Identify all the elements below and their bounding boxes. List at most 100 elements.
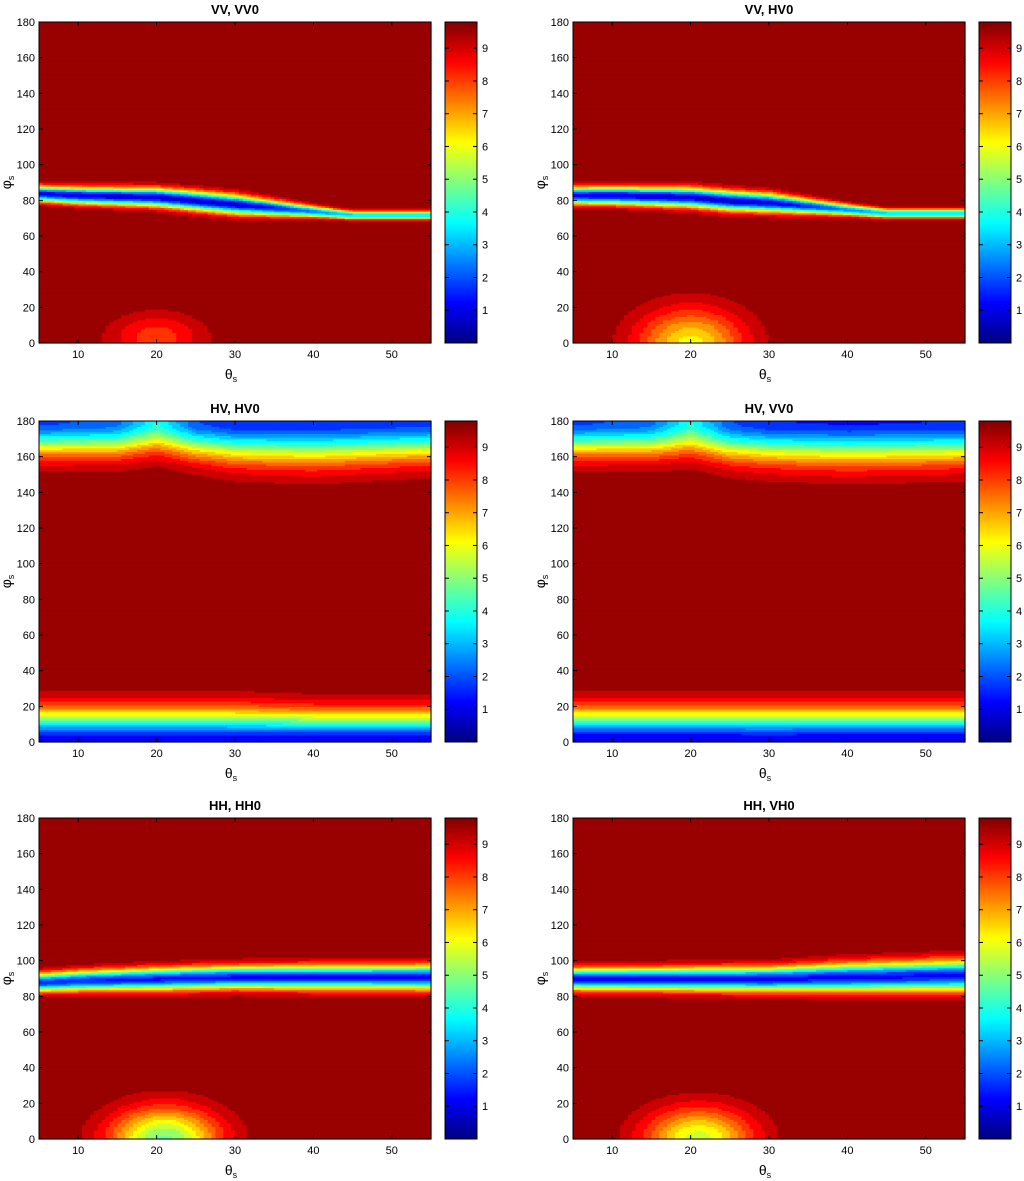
x-tick-label: 40 bbox=[841, 349, 853, 361]
colorbar-tick-label: 4 bbox=[482, 606, 488, 618]
y-tick-label: 80 bbox=[23, 594, 35, 606]
panel-title: HH, HH0 bbox=[209, 798, 261, 813]
x-tick-label: 10 bbox=[606, 1145, 618, 1157]
colorbar-tick-label: 7 bbox=[482, 109, 488, 121]
x-tick-label: 30 bbox=[763, 748, 775, 760]
colorbar-tick-label: 7 bbox=[1016, 109, 1022, 121]
colorbar-tick-label: 4 bbox=[482, 207, 488, 219]
x-tick-label: 20 bbox=[684, 1145, 696, 1157]
x-tick-label: 40 bbox=[307, 349, 319, 361]
x-tick-label: 20 bbox=[684, 748, 696, 760]
x-tick-label: 50 bbox=[386, 1145, 398, 1157]
colorbar-tick-label: 1 bbox=[1016, 704, 1022, 716]
colorbar-tick-label: 4 bbox=[1016, 207, 1022, 219]
contour-panel-3: 10 20 30 40 50 0 20 40 60 80 100 120 140 160 180 HV, HV… bbox=[0, 401, 488, 783]
y-tick-label: 120 bbox=[551, 124, 569, 136]
x-axis-label: θs bbox=[759, 366, 772, 384]
colorbar-tick-label: 6 bbox=[1016, 141, 1022, 153]
y-tick-label: 80 bbox=[23, 991, 35, 1003]
y-tick-label: 100 bbox=[551, 956, 569, 968]
y-tick-label: 180 bbox=[551, 813, 569, 825]
y-tick-label: 20 bbox=[557, 701, 569, 713]
y-tick-label: 20 bbox=[557, 302, 569, 314]
y-tick-label: 0 bbox=[29, 1134, 35, 1146]
y-tick-label: 60 bbox=[23, 1027, 35, 1039]
y-tick-label: 80 bbox=[23, 195, 35, 207]
y-tick-label: 100 bbox=[17, 956, 35, 968]
x-tick-label: 50 bbox=[920, 1145, 932, 1157]
colorbar-tick-label: 9 bbox=[482, 442, 488, 454]
y-axis-label: φs bbox=[532, 175, 550, 189]
y-tick-label: 160 bbox=[551, 53, 569, 65]
colorbar-tick-label: 8 bbox=[482, 76, 488, 88]
x-tick-label: 50 bbox=[386, 748, 398, 760]
x-tick-label: 30 bbox=[229, 748, 241, 760]
y-tick-label: 20 bbox=[23, 701, 35, 713]
x-axis-label: θs bbox=[225, 765, 238, 783]
colorbar-tick-label: 5 bbox=[482, 174, 488, 186]
colorbar-tick-label: 1 bbox=[482, 305, 488, 317]
y-tick-label: 160 bbox=[551, 849, 569, 861]
y-tick-label: 20 bbox=[23, 302, 35, 314]
x-axis-label: θs bbox=[759, 1162, 772, 1180]
x-tick-label: 10 bbox=[72, 1145, 84, 1157]
colorbar-tick-label: 5 bbox=[1016, 573, 1022, 585]
colorbar-tick-label: 9 bbox=[1016, 442, 1022, 454]
x-axis-label: θs bbox=[759, 765, 772, 783]
colorbar-tick-label: 2 bbox=[482, 671, 488, 683]
y-tick-label: 140 bbox=[551, 884, 569, 896]
y-tick-label: 160 bbox=[17, 452, 35, 464]
y-tick-label: 160 bbox=[17, 53, 35, 65]
x-tick-label: 20 bbox=[684, 349, 696, 361]
colorbar-tick-label: 6 bbox=[482, 937, 488, 949]
y-tick-label: 20 bbox=[557, 1098, 569, 1110]
panel-title: HV, HV0 bbox=[210, 401, 259, 416]
contour-panel-6: 10 20 30 40 50 0 20 40 60 80 100 120 140 160 180 HH, VH… bbox=[532, 798, 1022, 1180]
colorbar: 1 2 3 4 5 6 7 8 9 bbox=[444, 817, 488, 1140]
y-tick-label: 180 bbox=[17, 813, 35, 825]
y-axis-label: φs bbox=[532, 971, 550, 985]
colorbar-tick-label: 3 bbox=[1016, 240, 1022, 252]
colorbar-tick-label: 4 bbox=[1016, 606, 1022, 618]
y-axis-label: φs bbox=[532, 574, 550, 588]
y-tick-label: 40 bbox=[557, 666, 569, 678]
x-tick-label: 20 bbox=[150, 1145, 162, 1157]
colorbar-tick-label: 9 bbox=[482, 839, 488, 851]
colorbar-tick-label: 1 bbox=[482, 704, 488, 716]
contour-fill bbox=[573, 421, 966, 743]
colorbar-tick-label: 3 bbox=[1016, 639, 1022, 651]
y-axis-label: φs bbox=[0, 574, 16, 588]
x-tick-label: 40 bbox=[307, 1145, 319, 1157]
colorbar-tick-label: 7 bbox=[1016, 905, 1022, 917]
y-tick-label: 180 bbox=[17, 416, 35, 428]
colorbar-tick-label: 1 bbox=[1016, 1101, 1022, 1113]
colorbar-tick-label: 2 bbox=[1016, 671, 1022, 683]
colorbar-tick-label: 6 bbox=[482, 540, 488, 552]
panel-title: VV, HV0 bbox=[745, 2, 794, 17]
y-tick-label: 140 bbox=[551, 487, 569, 499]
x-tick-label: 50 bbox=[920, 349, 932, 361]
x-tick-label: 10 bbox=[606, 349, 618, 361]
colorbar-tick-label: 5 bbox=[1016, 970, 1022, 982]
colorbar-tick-label: 8 bbox=[1016, 475, 1022, 487]
y-tick-label: 60 bbox=[557, 630, 569, 642]
x-tick-label: 30 bbox=[763, 1145, 775, 1157]
colorbar: 1 2 3 4 5 6 7 8 9 bbox=[978, 21, 1022, 344]
x-tick-label: 40 bbox=[841, 1145, 853, 1157]
y-tick-label: 0 bbox=[563, 737, 569, 749]
y-tick-label: 40 bbox=[557, 1063, 569, 1075]
y-tick-label: 40 bbox=[557, 267, 569, 279]
y-tick-label: 100 bbox=[17, 160, 35, 172]
colorbar: 1 2 3 4 5 6 7 8 9 bbox=[978, 817, 1022, 1140]
colorbar-tick-label: 8 bbox=[1016, 76, 1022, 88]
colorbar-tick-label: 8 bbox=[482, 872, 488, 884]
colorbar-tick-label: 3 bbox=[482, 240, 488, 252]
colorbar-tick-label: 5 bbox=[482, 970, 488, 982]
colorbar: 1 2 3 4 5 6 7 8 9 bbox=[444, 21, 488, 344]
y-tick-label: 140 bbox=[17, 884, 35, 896]
x-axis-label: θs bbox=[225, 1162, 238, 1180]
colorbar-tick-label: 3 bbox=[482, 1036, 488, 1048]
contour-panel-2: 10 20 30 40 50 0 20 40 60 80 100 120 140 160 180 VV, HV… bbox=[532, 2, 1022, 384]
y-tick-label: 180 bbox=[551, 17, 569, 29]
y-tick-label: 40 bbox=[23, 1063, 35, 1075]
